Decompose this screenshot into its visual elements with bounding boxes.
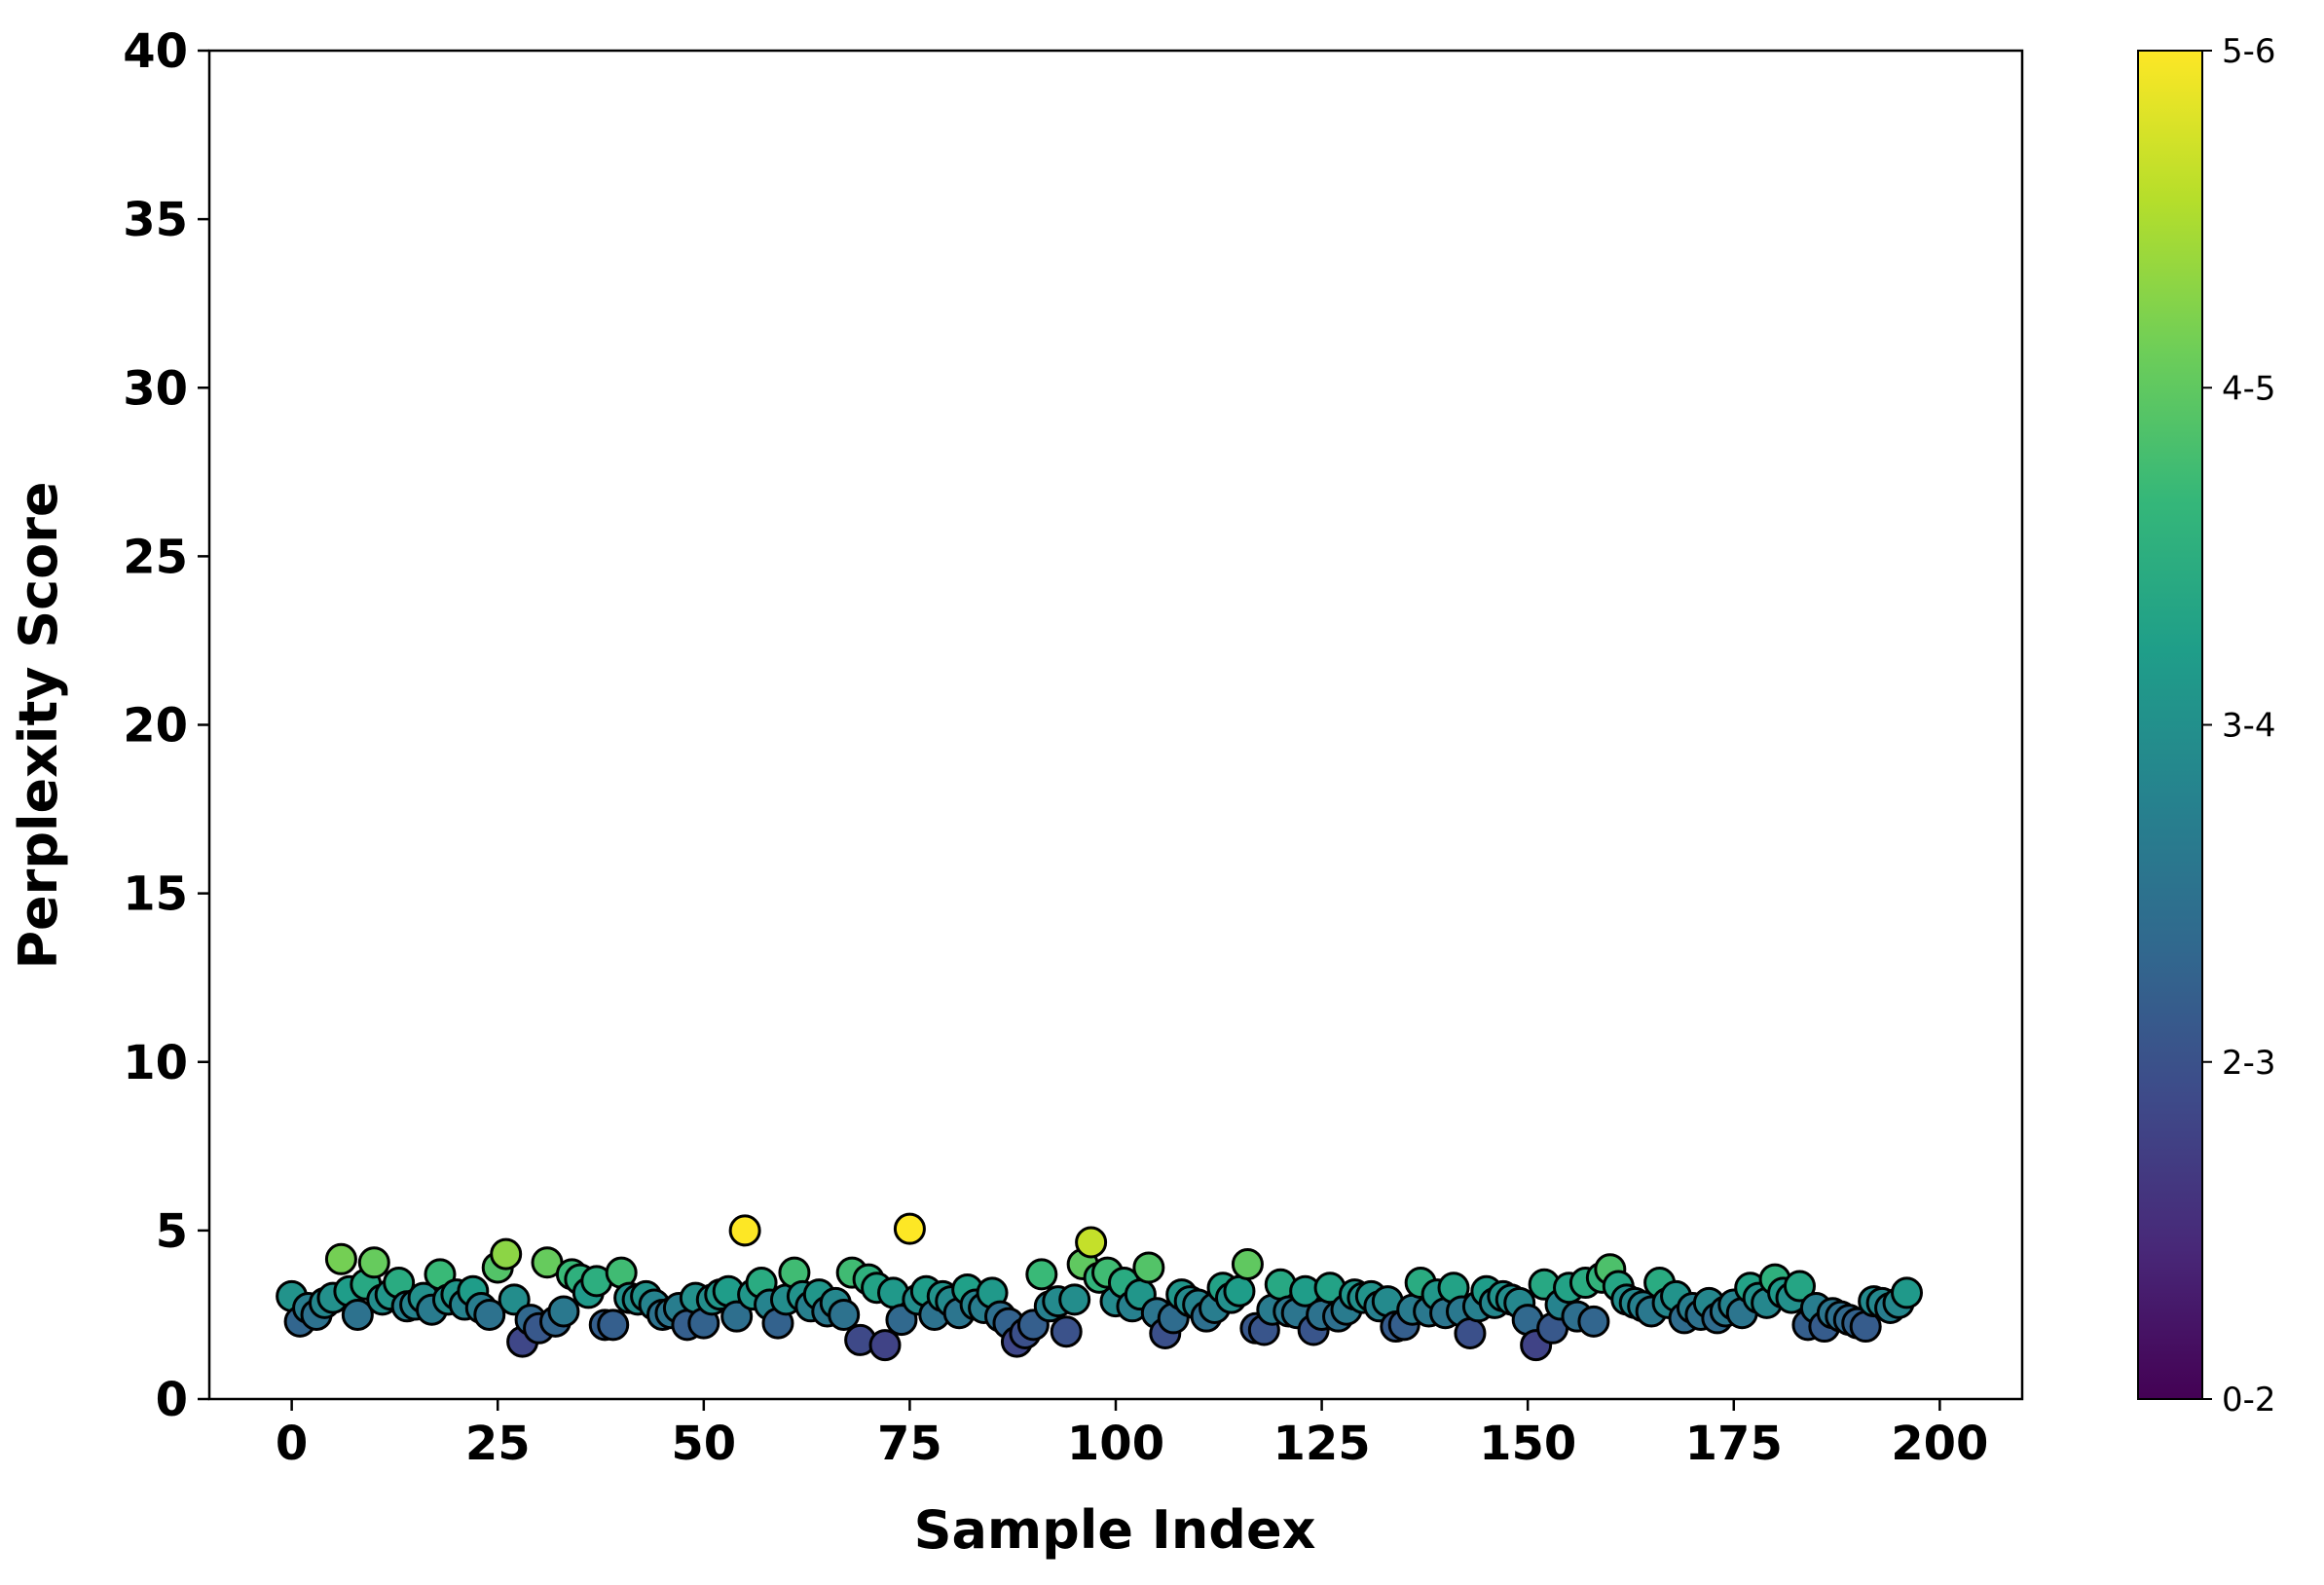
colorbar-tick-label: 0-2: [2222, 1381, 2276, 1419]
data-point: [597, 1309, 630, 1342]
x-axis-label: Sample Index: [914, 1499, 1316, 1561]
colorbar-tick-label: 2-3: [2222, 1044, 2276, 1083]
data-point: [324, 1242, 357, 1275]
data-point: [893, 1212, 926, 1245]
plot-area: [207, 49, 2024, 1401]
colorbar: 0-2 2-3 3-4 4-5 5-6: [2137, 32, 2276, 1419]
colorbar-tick-label: 4-5: [2222, 369, 2276, 408]
data-points: [276, 1212, 1924, 1362]
data-point: [1231, 1248, 1264, 1280]
colorbar-tick-label: 5-6: [2222, 32, 2276, 71]
data-point: [728, 1214, 761, 1247]
x-tick-label: 50: [671, 1417, 736, 1471]
y-tick-label: 15: [123, 867, 188, 922]
data-point: [1891, 1276, 1924, 1309]
y-tick-label: 20: [123, 699, 188, 754]
y-tick-label: 40: [123, 24, 188, 79]
y-tick-label: 0: [156, 1373, 188, 1427]
y-tick-label: 25: [123, 530, 188, 584]
x-tick-label: 200: [1891, 1417, 1988, 1471]
x-tick-label: 0: [276, 1417, 308, 1471]
data-point: [490, 1237, 523, 1271]
data-point: [1454, 1316, 1487, 1349]
y-axis: 0 5 10 15 20 25 30 35 40: [123, 24, 209, 1427]
data-point: [1050, 1315, 1083, 1348]
data-point: [1025, 1258, 1058, 1291]
plot-frame: [207, 49, 2024, 1401]
data-point: [1783, 1270, 1816, 1303]
y-axis-label: Perplexity Score: [8, 481, 69, 969]
y-tick-label: 30: [123, 361, 188, 416]
x-tick-label: 75: [877, 1417, 942, 1471]
x-axis: 0 25 50 75 100 125 150 175 200: [276, 1399, 1988, 1471]
data-point: [341, 1298, 374, 1331]
colorbar-tick-label: 3-4: [2222, 707, 2276, 746]
y-tick-label: 35: [123, 193, 188, 247]
data-point: [473, 1298, 506, 1331]
x-tick-label: 100: [1067, 1417, 1164, 1471]
x-tick-label: 150: [1479, 1417, 1576, 1471]
data-point: [1075, 1226, 1108, 1259]
data-point: [1058, 1283, 1091, 1316]
x-tick-label: 175: [1685, 1417, 1783, 1471]
colorbar-gradient: [2137, 50, 2203, 1400]
data-point: [720, 1300, 754, 1333]
y-tick-label: 5: [156, 1204, 188, 1259]
data-point: [1223, 1274, 1256, 1308]
y-tick-label: 10: [123, 1036, 188, 1090]
x-tick-label: 125: [1273, 1417, 1370, 1471]
data-point: [357, 1246, 390, 1279]
data-point: [1577, 1305, 1610, 1338]
data-point: [1132, 1251, 1165, 1284]
x-tick-label: 25: [465, 1417, 531, 1471]
data-point: [828, 1298, 861, 1331]
data-point: [547, 1295, 580, 1328]
data-point: [868, 1329, 902, 1362]
